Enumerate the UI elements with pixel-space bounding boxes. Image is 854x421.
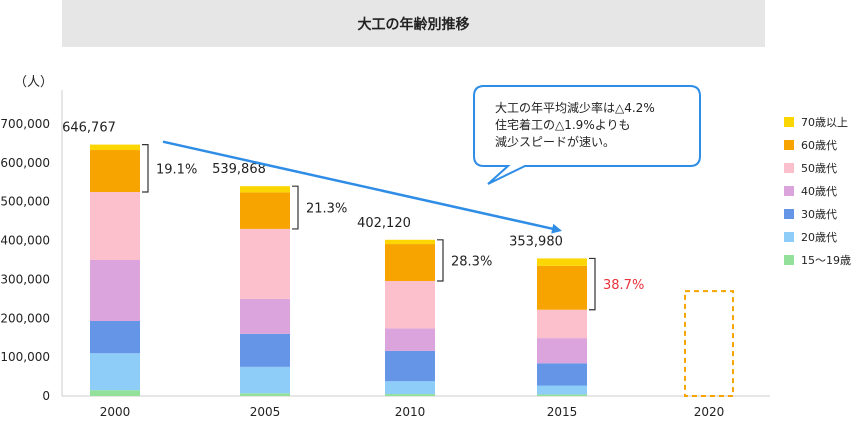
- x-tick-label: 2010: [395, 405, 426, 419]
- bar-segment: [90, 144, 140, 151]
- y-tick-label: 0: [42, 389, 50, 403]
- legend-swatch: [784, 209, 794, 219]
- bars: 646,767 539,868 402,120 353,980: [62, 121, 734, 398]
- legend: 70歳以上 60歳代 50歳代 40歳代 30歳代 20歳代 15〜19歳: [784, 116, 851, 267]
- legend-label: 60歳代: [801, 139, 837, 152]
- bar-segment: [385, 381, 435, 395]
- legend-label: 50歳代: [801, 162, 837, 175]
- callout-bubble: [473, 85, 701, 185]
- chart-title: 大工の年齢別推移: [357, 16, 470, 33]
- trend-arrow-line: [162, 140, 562, 234]
- total-label: 353,980: [509, 234, 563, 249]
- y-tick-label: 600,000: [0, 156, 50, 170]
- bar-segment: [90, 150, 140, 192]
- legend-label: 15〜19歳: [801, 254, 851, 267]
- bar-segment: [537, 394, 587, 396]
- y-tick-label: 700,000: [0, 117, 50, 131]
- legend-swatch: [784, 140, 794, 150]
- bar-segment: [90, 321, 140, 354]
- legend-swatch: [784, 186, 794, 196]
- bar-segment: [385, 328, 435, 351]
- x-tick-label: 2000: [100, 405, 131, 419]
- callout-text-line: 大工の年平均減少率は△4.2%: [495, 100, 655, 115]
- y-tick-label: 100,000: [0, 350, 50, 364]
- bar-segment: [385, 350, 435, 382]
- legend-swatch: [784, 117, 794, 127]
- x-tick-label: 2015: [547, 405, 578, 419]
- share-annotations: 19.1% 21.3% 28.3% 38.7%: [142, 143, 644, 311]
- share-label: 19.1%: [156, 162, 197, 177]
- bar-segment: [240, 186, 290, 193]
- bar-segment: [90, 260, 140, 322]
- bar-segment: [240, 333, 290, 367]
- share-bracket: [142, 143, 149, 193]
- total-label: 646,767: [62, 121, 116, 136]
- bar-segment: [240, 393, 290, 396]
- legend-label: 30歳代: [801, 208, 837, 221]
- callout-text-line: 減少スピードが速い。: [495, 134, 615, 149]
- bar-segment: [240, 366, 290, 394]
- bar-segment: [385, 394, 435, 396]
- chart-title-bar: 大工の年齢別推移: [62, 0, 765, 47]
- share-bracket: [589, 257, 596, 311]
- bar-segment: [385, 239, 435, 245]
- trend-arrow: [162, 140, 562, 234]
- share-label: 28.3%: [451, 254, 492, 269]
- bar-segment: [385, 280, 435, 329]
- y-tick-label: 300,000: [0, 272, 50, 286]
- bar-segment: [537, 363, 587, 386]
- bar-segment: [240, 298, 290, 334]
- x-tick-label: 2005: [250, 405, 281, 419]
- legend-swatch: [784, 232, 794, 242]
- bar-segment: [385, 244, 435, 281]
- y-tick-label: 200,000: [0, 311, 50, 325]
- y-tick-label: 500,000: [0, 195, 50, 209]
- legend-swatch: [784, 163, 794, 173]
- legend-label: 40歳代: [801, 185, 837, 198]
- legend-swatch: [784, 255, 794, 265]
- share-label: 38.7%: [603, 278, 644, 293]
- bar-segment: [240, 192, 290, 229]
- placeholder-bar: [684, 290, 734, 398]
- total-label: 402,120: [357, 216, 411, 231]
- x-tick-label: 2020: [694, 405, 725, 419]
- callout-text-line: 住宅着工の△1.9%よりも: [495, 117, 630, 132]
- bar-segment: [90, 192, 140, 260]
- bar-segment: [90, 390, 140, 396]
- y-axis-label: （人）: [14, 75, 53, 90]
- bar-segment: [240, 228, 290, 299]
- y-axis: 0 100,000 200,000 300,000 400,000 500,000 600,…: [0, 117, 50, 403]
- share-bracket: [292, 185, 299, 230]
- share-label: 21.3%: [306, 202, 347, 217]
- bar-segment: [537, 338, 587, 364]
- bar-segment: [537, 265, 587, 310]
- bar-segment: [537, 385, 587, 395]
- x-axis: 2000 2005 2010 2015 2020: [100, 405, 725, 419]
- y-tick-label: 400,000: [0, 234, 50, 248]
- total-label: 539,868: [212, 162, 266, 177]
- legend-label: 20歳代: [801, 231, 837, 244]
- legend-label: 70歳以上: [801, 116, 848, 129]
- bar-segment: [537, 258, 587, 266]
- bar-segment: [537, 309, 587, 339]
- bar-segment: [90, 353, 140, 391]
- share-bracket: [437, 239, 444, 282]
